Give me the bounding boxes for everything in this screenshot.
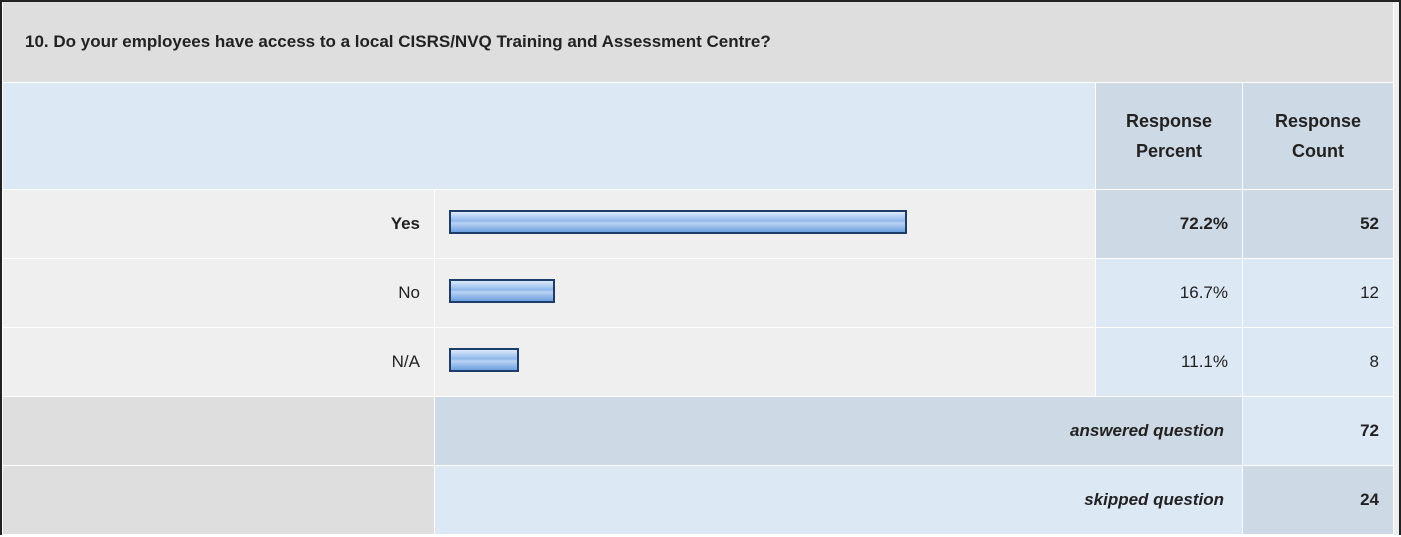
response-percent: 16.7% (1095, 258, 1243, 328)
answer-label: Yes (2, 189, 435, 259)
bar-track (449, 279, 1083, 307)
bar-track (449, 348, 1083, 376)
answer-label: N/A (2, 327, 435, 397)
summary-row: answered question 72 (2, 396, 1395, 466)
summary-blank (2, 465, 435, 535)
response-percent: 72.2% (1095, 189, 1243, 259)
answer-row: No 16.7% 12 (2, 258, 1395, 328)
bar (449, 279, 555, 303)
header-blank (2, 82, 1096, 190)
bar-cell (434, 189, 1096, 259)
bar-track (449, 210, 1083, 238)
summary-row: skipped question 24 (2, 465, 1395, 535)
count-header: Response Count (1241, 82, 1395, 190)
answer-label: No (2, 258, 435, 328)
bar (449, 210, 907, 234)
answer-row: Yes 72.2% 52 (2, 189, 1395, 259)
bar-cell (434, 327, 1096, 397)
response-count: 12 (1241, 258, 1395, 328)
bar-cell (434, 258, 1096, 328)
answer-row: N/A 11.1% 8 (2, 327, 1395, 397)
summary-label: skipped question (434, 465, 1243, 535)
question-title: 10. Do your employees have access to a l… (1, 2, 1395, 83)
response-percent: 11.1% (1095, 327, 1243, 397)
summary-count: 72 (1241, 396, 1395, 466)
response-count: 8 (1241, 327, 1395, 397)
summary-count: 24 (1241, 465, 1395, 535)
response-count: 52 (1241, 189, 1395, 259)
summary-label: answered question (434, 396, 1243, 466)
percent-header: Response Percent (1095, 82, 1243, 190)
bar (449, 348, 520, 372)
summary-blank (2, 396, 435, 466)
